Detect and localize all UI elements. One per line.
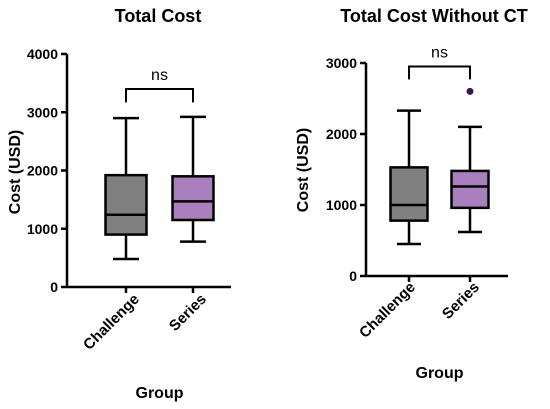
significance-bracket bbox=[408, 65, 471, 80]
y-tick-label: 1000 bbox=[326, 197, 357, 213]
significance-label: ns bbox=[431, 45, 448, 62]
y-tick-label: 4000 bbox=[27, 46, 58, 62]
chart-panel-2: Total Cost Without CT Cost (USD) Group 0 100… bbox=[295, 6, 528, 382]
significance-label: ns bbox=[151, 67, 168, 84]
y-axis-label: Cost (USD) bbox=[7, 130, 24, 214]
outlier-point bbox=[466, 87, 474, 95]
box-iqr bbox=[171, 175, 215, 222]
y-tick-label: 1000 bbox=[27, 221, 58, 237]
box-iqr bbox=[104, 173, 148, 236]
x-axis-label: Group bbox=[136, 385, 184, 402]
x-tick-label-challenge: Challenge bbox=[80, 291, 143, 354]
y-tick-label: 0 bbox=[50, 279, 58, 295]
x-tick-label-challenge: Challenge bbox=[356, 279, 419, 342]
significance-bracket bbox=[125, 87, 194, 103]
y-tick-label: 3000 bbox=[326, 55, 357, 71]
chart-title: Total Cost Without CT bbox=[340, 6, 527, 26]
x-tick-label-series: Series bbox=[439, 279, 483, 323]
box-iqr bbox=[450, 169, 490, 210]
y-tick-label: 2000 bbox=[27, 163, 58, 179]
x-tick-label-series: Series bbox=[166, 291, 210, 335]
box-challenge bbox=[104, 116, 148, 261]
chart-panel-1: Total Cost Cost (USD) Group 0 1000 2000 3000 40… bbox=[7, 6, 231, 402]
box-series bbox=[171, 115, 215, 243]
chart-title: Total Cost bbox=[115, 6, 202, 26]
y-tick-label: 2000 bbox=[326, 126, 357, 142]
y-axis-label: Cost (USD) bbox=[295, 128, 312, 212]
y-tick-label: 0 bbox=[349, 268, 357, 284]
x-axis-label: Group bbox=[416, 365, 464, 382]
y-tick-label: 3000 bbox=[27, 104, 58, 120]
box-challenge bbox=[389, 109, 429, 246]
box-series bbox=[450, 87, 490, 234]
box-iqr bbox=[389, 166, 429, 222]
